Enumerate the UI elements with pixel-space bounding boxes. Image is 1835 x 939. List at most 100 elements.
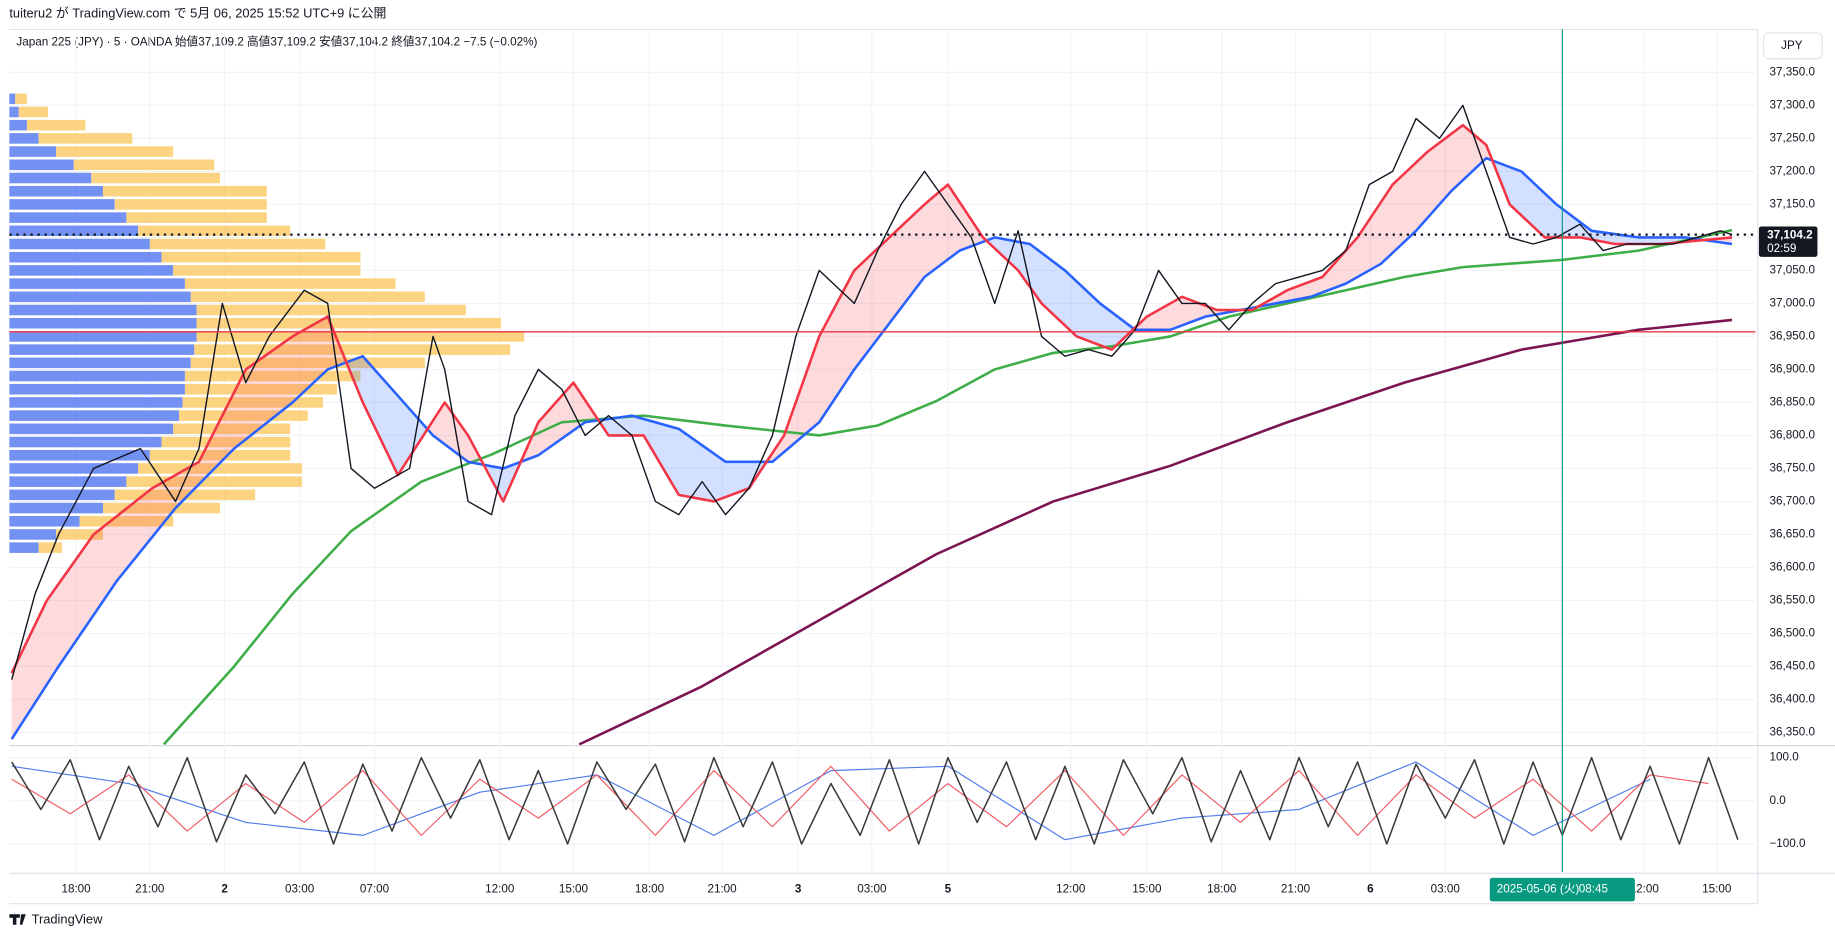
y-tick-label: 37,000.0 [1769, 297, 1815, 310]
cloud-fill [684, 432, 691, 498]
x-tick-label: 07:00 [360, 883, 390, 896]
price-badge-label: 37,104.2 [1767, 228, 1813, 241]
cloud-fill [1620, 234, 1627, 245]
cloud-fill [696, 441, 703, 500]
cloud-fill [58, 575, 65, 667]
cloud-fill [269, 348, 276, 421]
volume-up [9, 515, 80, 527]
cloud-fill [895, 226, 902, 316]
cloud-fill [1299, 283, 1305, 300]
cloud-fill [1339, 250, 1346, 286]
cloud-fill [1041, 252, 1048, 309]
cloud-fill [444, 402, 451, 449]
cloud-fill [1181, 296, 1188, 326]
volume-up [9, 304, 197, 316]
volume-up [9, 331, 197, 342]
volume-up [9, 357, 191, 369]
volume-down [79, 515, 174, 527]
volume-down [161, 251, 361, 263]
volume-up [9, 397, 183, 408]
cloud-fill [1609, 233, 1615, 245]
cloud-fill [1082, 286, 1089, 341]
cloud-fill [965, 211, 972, 249]
cloud-fill [819, 325, 826, 423]
cloud-fill [1064, 270, 1071, 331]
cloud-fill [912, 209, 919, 293]
volume-up [9, 172, 92, 184]
cloud-fill [725, 461, 732, 498]
cloud-fill [631, 415, 638, 436]
crosshair-date: 2025-05-06 (火) [1497, 883, 1580, 896]
cloud-fill [1088, 292, 1095, 344]
cloud-fill [585, 400, 591, 423]
cloud-fill [1164, 303, 1171, 330]
cloud-fill [702, 445, 709, 501]
cloud-fill [462, 427, 469, 462]
cloud-fill [936, 189, 943, 269]
cloud-fill [626, 415, 632, 436]
cloud-fill [1556, 204, 1563, 238]
x-tick-label: 3 [795, 883, 802, 896]
cloud-fill [1334, 257, 1340, 289]
cloud-fill [35, 612, 41, 703]
volume-up [9, 251, 162, 263]
cloud-fill [1468, 130, 1475, 175]
cloud-fill [468, 435, 474, 463]
cloud-fill [924, 199, 931, 278]
currency-label[interactable]: JPY [1781, 39, 1803, 52]
cloud-fill [731, 461, 738, 495]
cloud-fill [842, 281, 849, 388]
x-tick-label: 6 [1367, 883, 1374, 896]
cloud-fill [157, 481, 164, 530]
cloud-fill [1515, 169, 1522, 216]
currency-button[interactable] [1763, 32, 1823, 60]
volume-down [190, 357, 425, 369]
cloud-fill [76, 550, 82, 641]
cloud-fill [228, 392, 235, 455]
volume-up [9, 185, 103, 197]
volume-up [9, 106, 19, 118]
x-tick-label: 2 [221, 883, 228, 896]
cloud-fill [1410, 162, 1417, 237]
volume-up [9, 225, 139, 237]
volume-down [179, 410, 308, 421]
cloud-fill [661, 423, 668, 476]
cloud-fill [860, 259, 867, 362]
volume-down [126, 476, 302, 487]
cloud-fill [573, 382, 580, 431]
cloud-fill [1380, 193, 1387, 264]
y-tick-label: 36,350.0 [1769, 726, 1815, 739]
volume-up [9, 146, 57, 157]
cloud-fill [1655, 237, 1662, 245]
cloud-fill [380, 376, 387, 451]
volume-up [9, 159, 74, 171]
volume-down [196, 304, 466, 316]
cloud-fill [1193, 301, 1200, 322]
cloud-fill [555, 395, 562, 443]
cloud-fill [959, 202, 966, 251]
cloud-fill [64, 567, 71, 658]
cloud-fill [1527, 176, 1534, 227]
cloud-fill [1538, 187, 1545, 238]
y-tick-label: 36,550.0 [1769, 594, 1815, 607]
x-tick-label: 18:00 [635, 883, 665, 896]
cloud-fill [286, 336, 293, 408]
y-tick-label: 36,950.0 [1769, 330, 1815, 343]
volume-up [9, 265, 174, 276]
cloud-fill [234, 380, 240, 449]
y-tick-label: 36,450.0 [1769, 660, 1815, 673]
volume-down [138, 463, 302, 474]
cloud-fill [550, 402, 556, 447]
y-tick-label: 36,500.0 [1769, 627, 1815, 640]
cloud-fill [889, 231, 896, 324]
y-tick-label: 36,400.0 [1769, 693, 1815, 706]
cloud-fill [667, 425, 673, 485]
cloud-fill [1574, 217, 1580, 238]
cloud-fill [942, 184, 948, 264]
cloud-fill [672, 427, 679, 495]
volume-up [9, 238, 150, 250]
cloud-fill [737, 461, 744, 493]
cloud-fill [1568, 213, 1575, 238]
cloud-fill [397, 395, 404, 476]
cloud-fill [111, 515, 118, 590]
